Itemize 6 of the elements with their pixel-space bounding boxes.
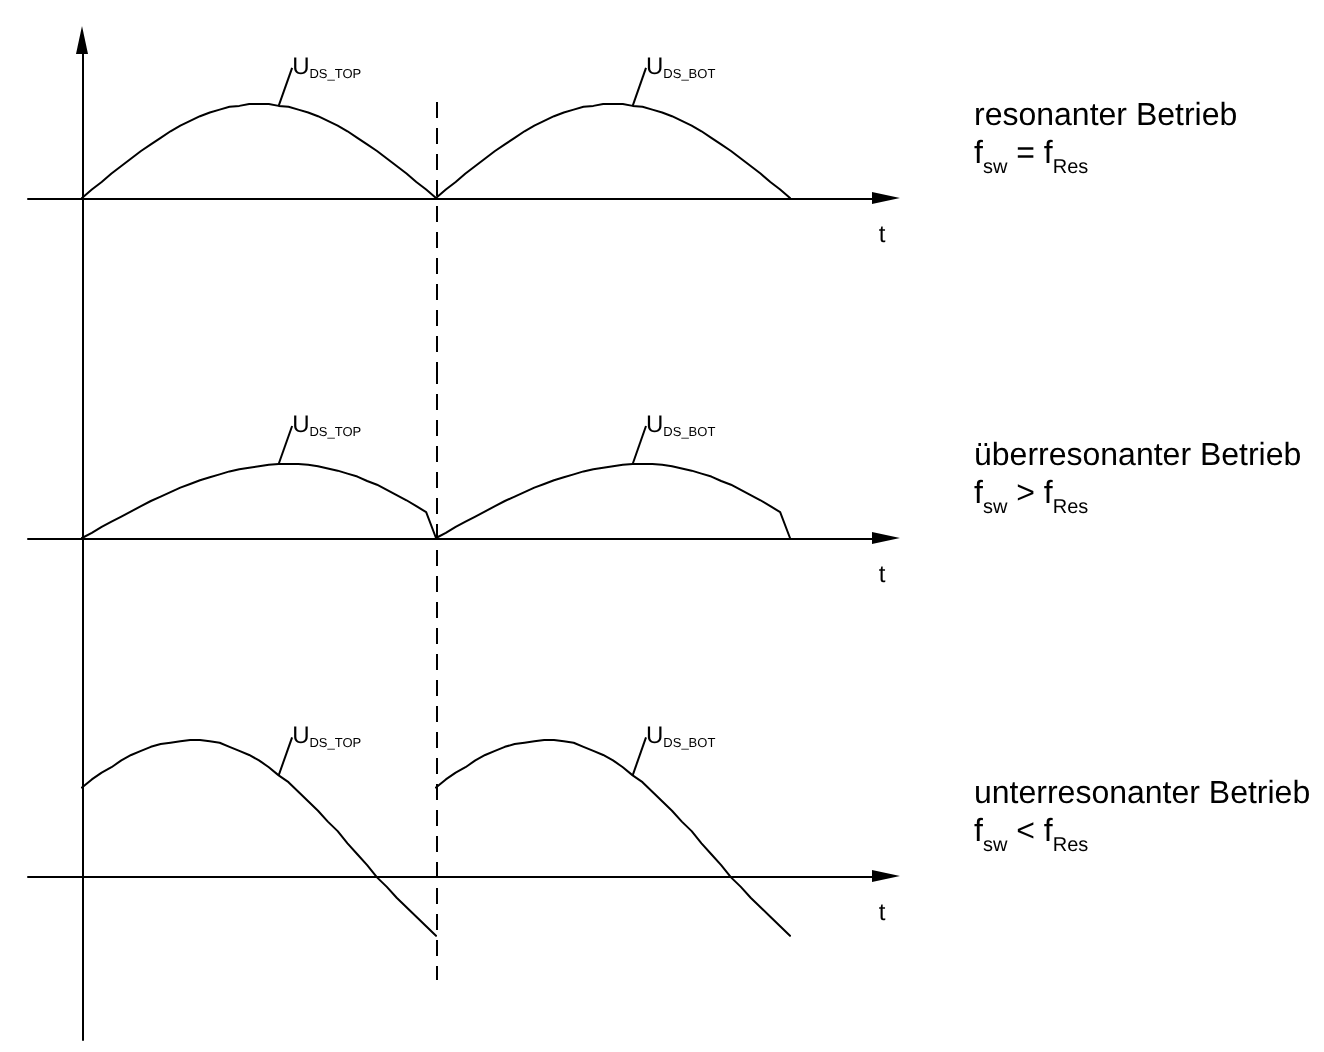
- x-axis-title: t: [878, 560, 887, 588]
- x-axis-title: t: [878, 220, 887, 248]
- text: überresonanter Betrieb: [974, 439, 1302, 473]
- text: resonanter Betrieb: [974, 99, 1238, 133]
- text: unterresonanter Betrieb: [974, 777, 1311, 811]
- x-axis-title: t: [878, 898, 887, 926]
